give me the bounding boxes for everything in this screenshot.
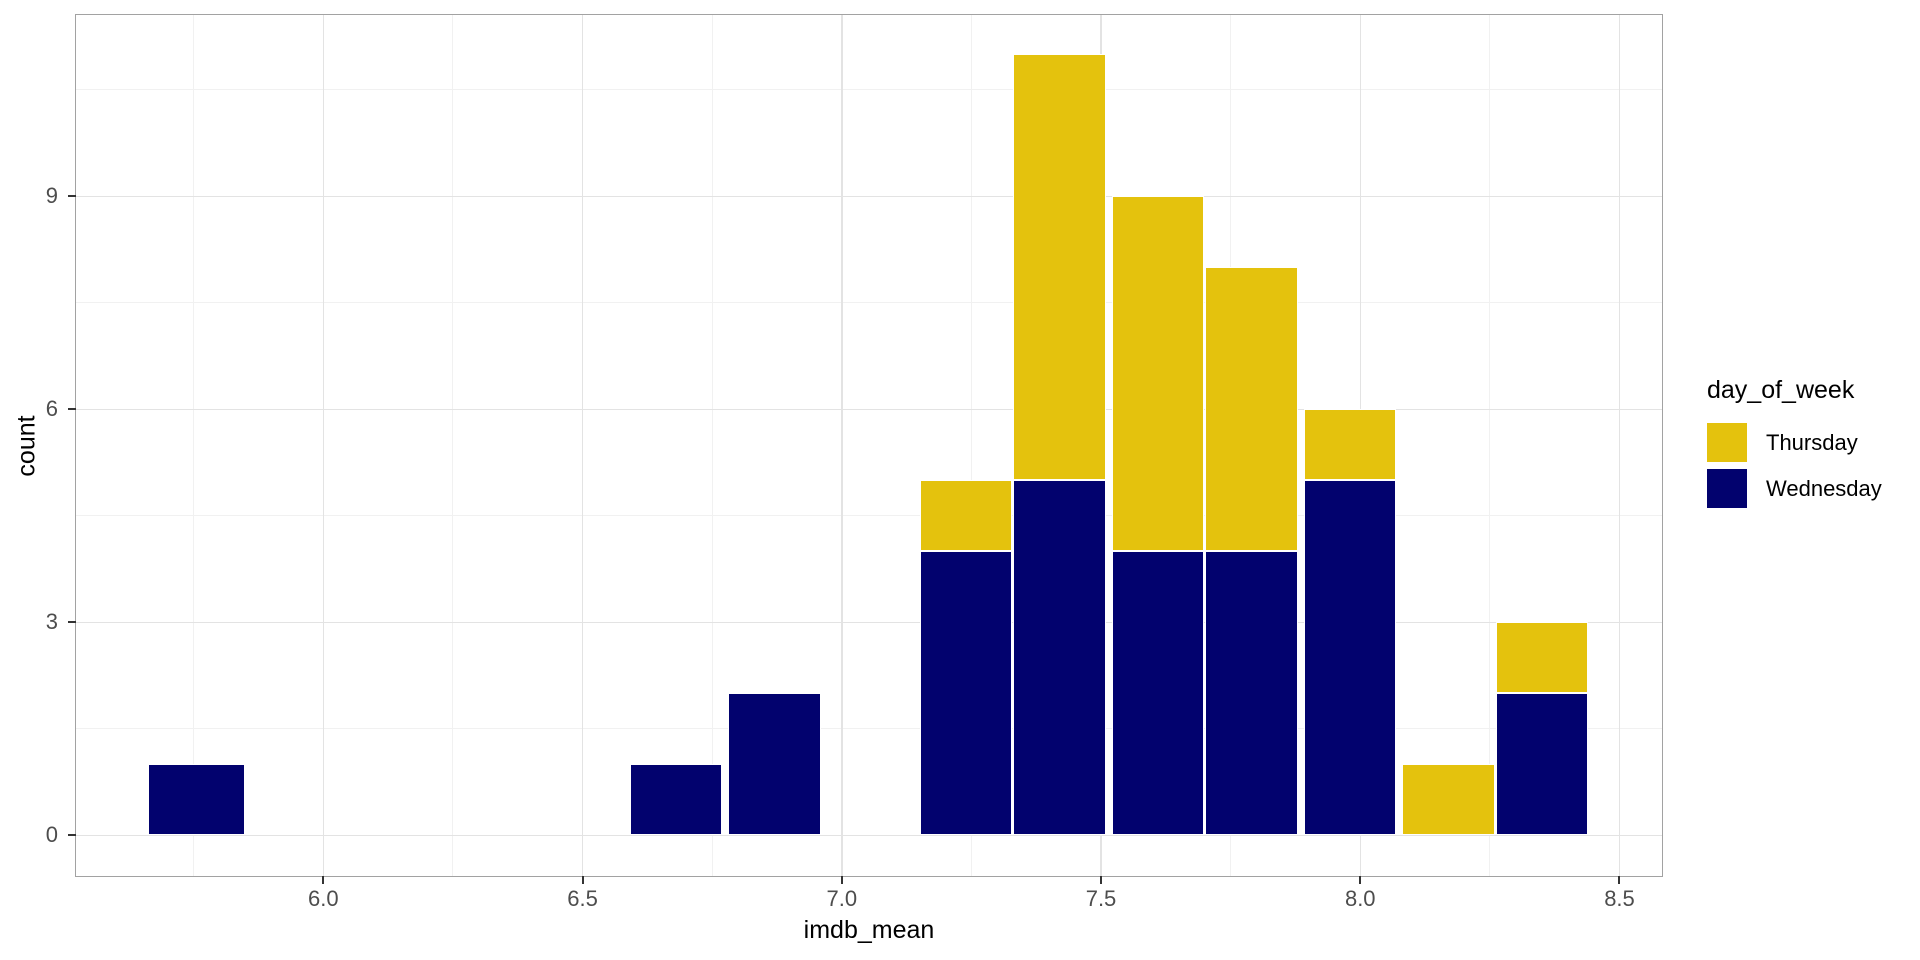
x-tick-label: 8.5 — [1604, 886, 1635, 911]
legend-key-thursday-swatch — [1707, 423, 1747, 462]
bar-segment-thursday — [920, 480, 1013, 552]
gridline-x-major — [1618, 15, 1621, 876]
x-axis-title: imdb_mean — [803, 916, 935, 944]
gridline-y-minor — [76, 89, 1662, 91]
gridline-x-major — [322, 15, 325, 876]
gridline-y-minor — [76, 302, 1662, 304]
y-tick-label: 3 — [45, 609, 58, 635]
plot-panel — [76, 15, 1662, 876]
bar-segment-wednesday — [1013, 480, 1106, 836]
bar-segment-wednesday — [1495, 693, 1588, 836]
bar-segment-thursday — [1495, 622, 1588, 694]
gridline-y-major — [76, 621, 1662, 624]
x-tick-mark — [1359, 876, 1362, 884]
legend-label-wednesday: Wednesday — [1766, 475, 1882, 501]
gridline-x-minor — [711, 15, 713, 876]
x-tick-mark — [1618, 876, 1621, 884]
y-tick-mark — [68, 195, 76, 198]
x-tick-mark — [840, 876, 843, 884]
y-tick-mark — [68, 834, 76, 837]
x-tick-label: 7.5 — [1085, 886, 1117, 911]
y-tick-label: 0 — [45, 822, 58, 848]
y-tick-mark — [68, 621, 76, 624]
gridline-x-minor — [970, 15, 972, 876]
x-tick-mark — [1100, 876, 1102, 884]
bar-segment-thursday — [1303, 409, 1397, 481]
gridline-x-minor — [1489, 15, 1491, 876]
gridline-y-major — [76, 195, 1662, 198]
x-tick-label: 7.0 — [826, 886, 858, 911]
bar-segment-wednesday — [1303, 480, 1397, 836]
gridline-y-major — [76, 408, 1662, 411]
x-tick-mark — [322, 876, 325, 884]
legend: day_of_week Thursday Wednesday — [1707, 378, 1907, 518]
x-tick-label: 8.0 — [1344, 886, 1376, 911]
gridline-y-minor — [76, 728, 1662, 730]
bar-segment-wednesday — [1111, 551, 1205, 836]
x-tick-label: 6.0 — [308, 886, 339, 911]
legend-label-thursday: Thursday — [1766, 429, 1858, 455]
legend-key-wednesday-swatch — [1707, 469, 1747, 508]
gridline-y-minor — [76, 515, 1662, 517]
gridline-x-minor — [193, 15, 195, 876]
gridline-x-major — [841, 15, 843, 876]
bar-segment-wednesday — [728, 693, 821, 836]
y-tick-label: 6 — [45, 396, 58, 422]
y-tick-label: 9 — [45, 183, 58, 209]
gridline-x-minor — [452, 15, 454, 876]
bar-segment-wednesday — [629, 764, 723, 836]
gridline-y-major — [76, 834, 1662, 837]
x-tick-label: 6.5 — [567, 886, 598, 911]
y-axis-title: count — [12, 414, 41, 477]
bar-segment-thursday — [1013, 54, 1106, 481]
y-tick-mark — [68, 408, 76, 411]
bar-segment-thursday — [1205, 267, 1298, 552]
bar-segment-wednesday — [920, 551, 1013, 836]
bar-segment-thursday — [1111, 196, 1205, 552]
bar-segment-wednesday — [1205, 551, 1298, 836]
gridline-x-major — [581, 15, 584, 876]
legend-title: day_of_week — [1707, 376, 1855, 404]
x-tick-mark — [581, 876, 584, 884]
bar-segment-thursday — [1402, 764, 1495, 836]
bar-segment-wednesday — [147, 764, 246, 836]
